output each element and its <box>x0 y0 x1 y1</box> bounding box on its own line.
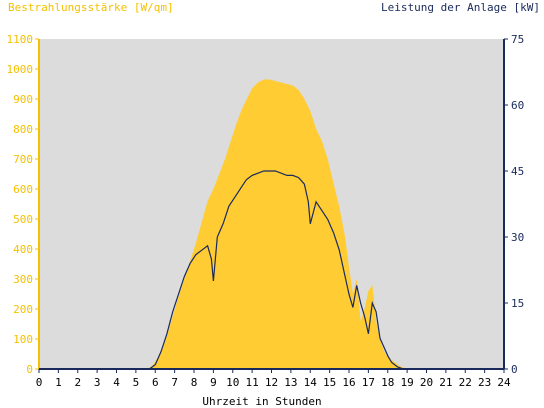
left-tick-label: 600 <box>13 183 33 196</box>
x-tick-label: 15 <box>323 376 336 389</box>
x-tick-label: 18 <box>381 376 394 389</box>
right-tick-label: 30 <box>511 231 524 244</box>
axes-layer: 0100200300400500600700800900100011000153… <box>7 33 525 389</box>
left-tick-label: 700 <box>13 153 33 166</box>
x-tick-label: 21 <box>439 376 452 389</box>
x-tick-label: 9 <box>210 376 217 389</box>
left-axis-title: Bestrahlungsstärke [W/qm] <box>8 1 174 14</box>
right-tick-label: 45 <box>511 165 524 178</box>
x-tick-label: 0 <box>36 376 43 389</box>
power-line <box>39 170 504 370</box>
x-tick-label: 8 <box>191 376 198 389</box>
right-tick-label: 75 <box>511 33 524 46</box>
x-tick-label: 22 <box>459 376 472 389</box>
x-tick-label: 17 <box>362 376 375 389</box>
x-tick-label: 3 <box>94 376 101 389</box>
x-tick-label: 23 <box>478 376 491 389</box>
left-tick-label: 0 <box>26 363 33 376</box>
x-tick-label: 10 <box>226 376 239 389</box>
right-tick-label: 15 <box>511 297 524 310</box>
left-tick-label: 800 <box>13 123 33 136</box>
x-tick-label: 4 <box>113 376 120 389</box>
x-tick-label: 1 <box>55 376 62 389</box>
irradiance-area <box>39 79 504 369</box>
x-axis-title: Uhrzeit in Stunden <box>202 395 321 408</box>
right-tick-label: 0 <box>511 363 518 376</box>
left-tick-label: 200 <box>13 303 33 316</box>
x-tick-label: 14 <box>304 376 318 389</box>
x-tick-label: 12 <box>265 376 278 389</box>
x-tick-label: 5 <box>133 376 140 389</box>
right-tick-label: 60 <box>511 99 524 112</box>
left-tick-label: 1000 <box>7 63 34 76</box>
x-tick-label: 20 <box>420 376 433 389</box>
left-tick-label: 100 <box>13 333 33 346</box>
x-tick-label: 13 <box>284 376 297 389</box>
x-tick-label: 2 <box>74 376 81 389</box>
series-layer <box>39 79 504 370</box>
left-tick-label: 1100 <box>7 33 34 46</box>
x-tick-label: 11 <box>246 376 259 389</box>
x-tick-label: 19 <box>401 376 414 389</box>
right-axis-title: Leistung der Anlage [kW] <box>381 1 540 14</box>
left-tick-label: 500 <box>13 213 33 226</box>
left-tick-label: 400 <box>13 243 33 256</box>
left-tick-label: 300 <box>13 273 33 286</box>
x-tick-label: 6 <box>152 376 159 389</box>
left-tick-label: 900 <box>13 93 33 106</box>
x-tick-label: 7 <box>171 376 178 389</box>
x-tick-label: 16 <box>342 376 355 389</box>
x-tick-label: 24 <box>497 376 511 389</box>
